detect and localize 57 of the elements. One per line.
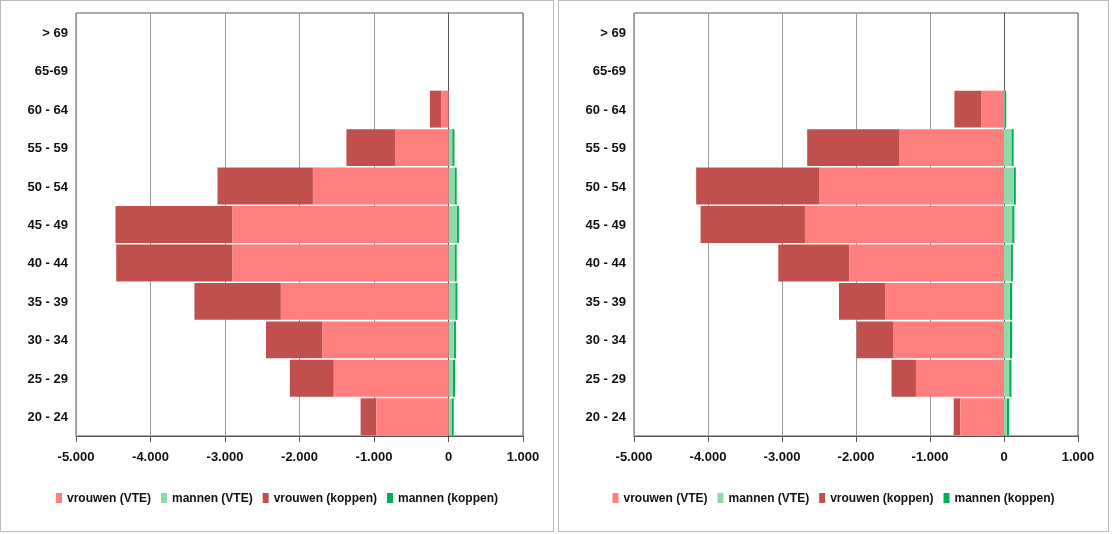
x-tick-label: 1.000 bbox=[1061, 449, 1095, 464]
x-tick-label: 1.000 bbox=[506, 449, 540, 464]
bar bbox=[360, 398, 377, 436]
x-tick-label: 0 bbox=[444, 449, 453, 464]
y-tick-label: 65-69 bbox=[592, 63, 626, 79]
legend-label: mannen (VTE) bbox=[172, 491, 253, 505]
x-tick-label: -3.000 bbox=[763, 449, 801, 464]
y-tick-label: 45 - 49 bbox=[585, 217, 626, 232]
bar bbox=[891, 359, 916, 397]
y-tick-label: 30 - 34 bbox=[585, 332, 627, 348]
legend-label: vrouwen (koppen) bbox=[830, 491, 934, 505]
legend-label: vrouwen (VTE) bbox=[66, 491, 152, 505]
y-tick-label: 50 - 54 bbox=[27, 178, 69, 194]
bar bbox=[954, 90, 982, 128]
x-tick-label: -1.000 bbox=[911, 449, 949, 464]
x-tick-label: -2.000 bbox=[281, 449, 318, 464]
bar bbox=[1011, 129, 1014, 167]
bar bbox=[454, 244, 457, 282]
y-tick-label: > 69 bbox=[600, 24, 626, 40]
bar bbox=[289, 359, 334, 397]
y-tick-label: 55 - 59 bbox=[585, 140, 626, 156]
y-tick-label: 35 - 39 bbox=[27, 293, 68, 309]
x-tick-label: 0 bbox=[1000, 449, 1008, 464]
legend-label: mannen (koppen) bbox=[398, 491, 499, 505]
y-tick-label: 60 - 64 bbox=[585, 101, 627, 117]
legend-label: vrouwen (VTE) bbox=[623, 491, 708, 505]
x-tick-label: -3.000 bbox=[206, 449, 244, 464]
y-tick-label: 40 - 44 bbox=[585, 255, 627, 271]
y-tick-label: 20 - 24 bbox=[27, 409, 69, 425]
bar bbox=[346, 129, 396, 167]
bar bbox=[429, 90, 442, 128]
bar bbox=[1009, 359, 1012, 397]
x-tick-label: -1.000 bbox=[355, 449, 393, 464]
legend-label: mannen (VTE) bbox=[728, 491, 810, 505]
y-tick-label: 25 - 29 bbox=[585, 370, 626, 386]
x-tick-label: -4.000 bbox=[132, 449, 169, 464]
y-tick-label: 65-69 bbox=[34, 63, 68, 79]
y-tick-label: 20 - 24 bbox=[585, 409, 627, 425]
x-tick-label: -5.000 bbox=[615, 449, 653, 464]
bar bbox=[807, 129, 900, 167]
y-tick-label: 35 - 39 bbox=[585, 293, 626, 309]
legend-label: vrouwen (koppen) bbox=[273, 491, 378, 505]
x-tick-label: -4.000 bbox=[689, 449, 727, 464]
y-tick-label: 40 - 44 bbox=[27, 255, 69, 271]
x-tick-label: -2.000 bbox=[837, 449, 875, 464]
y-tick-label: 55 - 59 bbox=[27, 140, 68, 156]
y-tick-label: 60 - 64 bbox=[27, 101, 69, 117]
y-tick-label: > 69 bbox=[42, 24, 68, 40]
bar bbox=[454, 167, 457, 205]
bar bbox=[953, 398, 961, 436]
y-tick-label: 30 - 34 bbox=[27, 332, 69, 348]
y-tick-label: 50 - 54 bbox=[585, 178, 627, 194]
x-tick-label: -5.000 bbox=[57, 449, 95, 464]
bar bbox=[1013, 167, 1016, 205]
y-tick-label: 25 - 29 bbox=[27, 370, 68, 386]
y-tick-label: 45 - 49 bbox=[27, 217, 68, 232]
legend-label: mannen (koppen) bbox=[954, 491, 1055, 505]
